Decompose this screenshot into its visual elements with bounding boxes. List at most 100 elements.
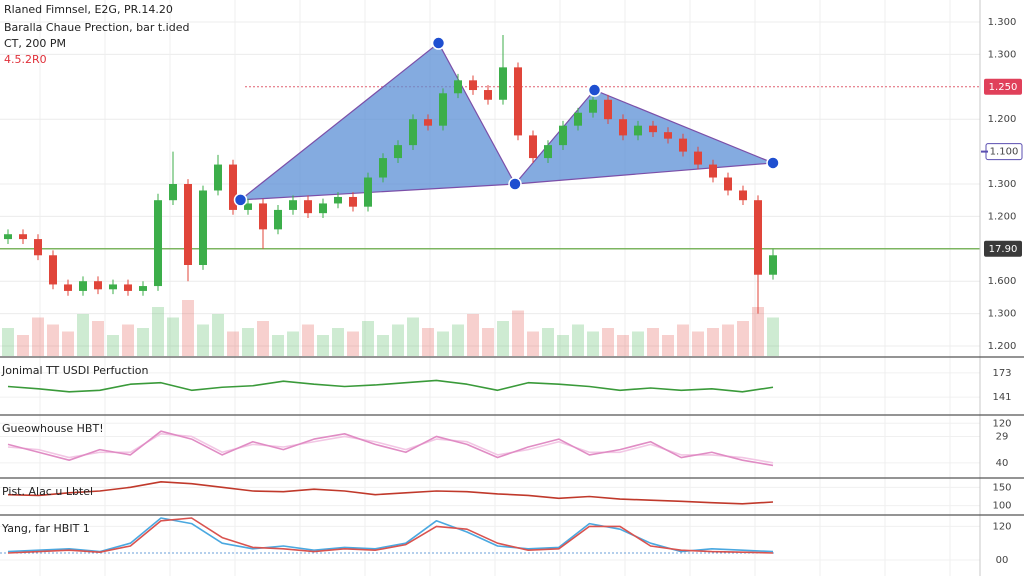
candle-body [409, 119, 417, 146]
volume-bar [647, 328, 659, 356]
volume-bar [752, 307, 764, 356]
volume-bar [407, 317, 419, 356]
volume-bar [62, 331, 74, 356]
price-box [984, 78, 1022, 95]
candle-body [559, 125, 567, 146]
candle-body [109, 284, 117, 290]
candle-body [229, 164, 237, 210]
candle-body [694, 151, 702, 165]
candle-body [124, 284, 132, 291]
volume-bar [77, 314, 89, 356]
volume-bar [527, 331, 539, 356]
price-box [984, 240, 1022, 257]
pane-title: Jonimal TT USDI Perfuction [1, 364, 149, 377]
annotation: 4.5.2R0 [4, 53, 47, 66]
candle-body [364, 177, 372, 207]
volume-bar [362, 321, 374, 356]
volume-bar [137, 328, 149, 356]
candle-body [709, 164, 717, 178]
candle-body [94, 281, 102, 290]
candle-body [379, 158, 387, 178]
candle-body [394, 145, 402, 159]
volume-bar [47, 324, 59, 356]
candle-body [439, 93, 447, 126]
candle-body [454, 80, 462, 94]
candle-body [499, 67, 507, 100]
volume-bar [227, 331, 239, 356]
pattern-point [431, 36, 446, 50]
candle-body [169, 184, 177, 201]
y-tick-label: 1.300 [988, 49, 1017, 60]
candle-body [649, 125, 657, 133]
candle-body [679, 138, 687, 152]
candle-body [244, 203, 252, 210]
pattern-point [766, 156, 780, 170]
volume-bar [302, 324, 314, 356]
y-tick-label: 40 [996, 458, 1009, 469]
volume-bar [767, 317, 779, 356]
candle-body [184, 184, 192, 265]
y-tick-label: 1.200 [988, 211, 1017, 222]
y-tick-label: 1.300 [988, 309, 1017, 320]
candle-body [634, 125, 642, 136]
volume-bar [497, 321, 509, 356]
candle-body [64, 284, 72, 291]
volume-bar [347, 331, 359, 356]
y-tick-label: 00 [996, 555, 1009, 566]
indicator-line [7, 517, 774, 553]
y-tick-label: 100 [992, 501, 1011, 512]
candle-body [139, 286, 147, 291]
candle-body [424, 119, 432, 126]
y-tick-label: 120 [992, 418, 1011, 429]
volume-bar [542, 328, 554, 356]
marks [0, 34, 1023, 554]
volume-bar [2, 328, 14, 356]
volume-bar [317, 335, 329, 356]
volume-bar [197, 324, 209, 356]
pattern-point [508, 177, 522, 191]
pane-title: Pist. Alac u Lbtel [2, 485, 93, 498]
candle-body [319, 203, 327, 214]
candle-body [304, 200, 312, 214]
volume-bar [587, 331, 599, 356]
volume-bar [107, 335, 119, 356]
y-tick-label: 1.300 [988, 17, 1017, 28]
candle-body [724, 177, 732, 191]
candle-body [604, 99, 612, 120]
candle-body [619, 119, 627, 136]
volume-bar [122, 324, 134, 356]
candle-body [199, 190, 207, 265]
candle-body [484, 90, 492, 100]
volume-bar [737, 321, 749, 356]
price-label: 1.250 [989, 82, 1018, 93]
volume-bar [272, 335, 284, 356]
volume-bar [392, 324, 404, 356]
indicator-line [7, 433, 774, 464]
candle-body [739, 190, 747, 201]
volume-bar [257, 321, 269, 356]
indicator-line [7, 481, 774, 505]
candle-body [754, 200, 762, 275]
volume-bar [722, 324, 734, 356]
volume-bar [602, 328, 614, 356]
harmonic-pattern [238, 42, 516, 201]
labels: Rlaned Fimnsel, E2G, PR.14.20 Baralla Ch… [1, 3, 1018, 566]
price-label: 17.90 [989, 244, 1018, 255]
volume-bar [287, 331, 299, 356]
candle-body [529, 135, 537, 159]
y-tick-label: 1.200 [988, 114, 1017, 125]
candle-body [289, 200, 297, 210]
volume-bar [422, 328, 434, 356]
volume-bar [377, 335, 389, 356]
candle-body [514, 67, 522, 136]
y-tick-label: 150 [992, 482, 1011, 493]
indicator-line [7, 430, 774, 467]
candle-body [34, 239, 42, 256]
candle-body [349, 196, 357, 207]
volume-bar [572, 324, 584, 356]
volume-bar [677, 324, 689, 356]
y-tick-label: 141 [992, 392, 1011, 403]
volume-bar [467, 314, 479, 356]
candle-body [334, 196, 342, 204]
